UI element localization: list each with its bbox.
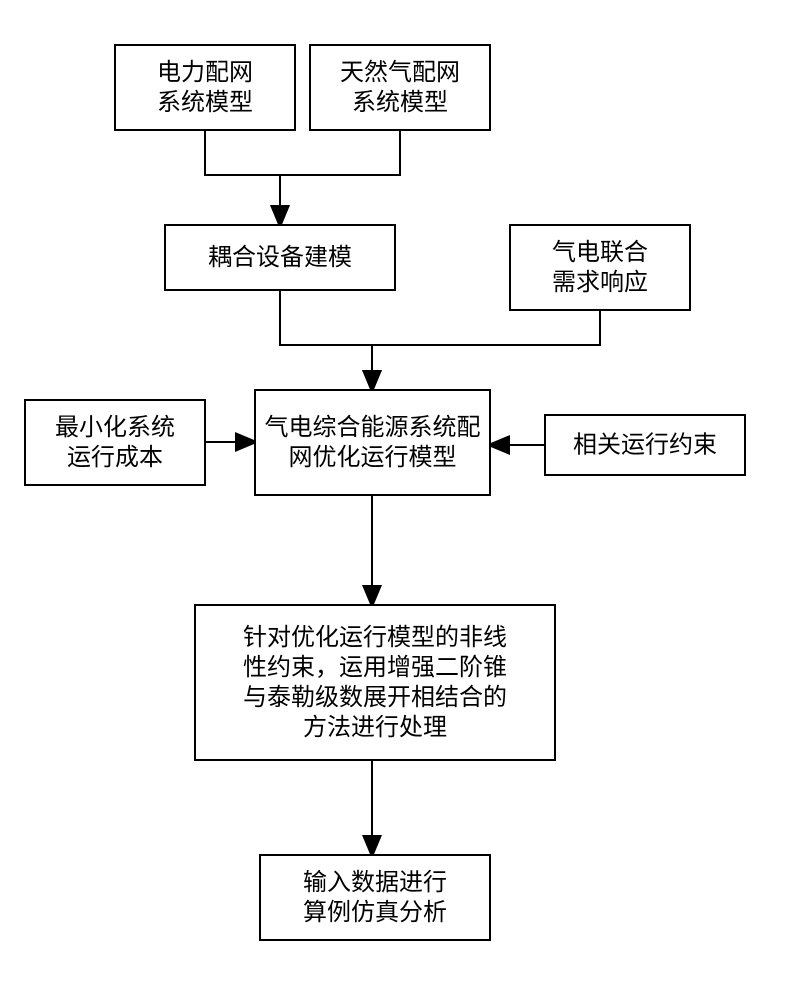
node-n6-line-1: 网优化运行模型 <box>289 444 457 471</box>
node-n3: 耦合设备建模 <box>165 225 395 290</box>
node-n9-line-0: 输入数据进行 <box>303 869 447 896</box>
flowchart-canvas: 电力配网系统模型天然气配网系统模型耦合设备建模气电联合需求响应最小化系统运行成本… <box>0 0 796 1000</box>
node-n7-line-0: 相关运行约束 <box>573 432 717 459</box>
node-n1-line-0: 电力配网 <box>157 59 253 86</box>
node-n4-line-0: 气电联合 <box>552 239 648 266</box>
edge-n4-n6 <box>372 310 600 390</box>
edge-n2-n3 <box>280 130 400 225</box>
node-n3-line-0: 耦合设备建模 <box>208 244 352 271</box>
node-n8-line-0: 针对优化运行模型的非线 <box>243 624 507 651</box>
node-n7: 相关运行约束 <box>545 415 745 475</box>
node-n8-line-3: 方法进行处理 <box>303 714 447 741</box>
node-n5-line-0: 最小化系统 <box>55 414 175 441</box>
node-n6: 气电综合能源系统配网优化运行模型 <box>255 390 490 495</box>
node-n1: 电力配网系统模型 <box>115 45 295 130</box>
edge-n1-n3 <box>205 130 280 225</box>
node-n4-line-1: 需求响应 <box>552 269 648 296</box>
node-n5-line-1: 运行成本 <box>67 444 163 471</box>
edge-n3-n6 <box>280 290 372 390</box>
node-n6-line-0: 气电综合能源系统配 <box>265 414 481 441</box>
node-n8-line-1: 性约束，运用增强二阶锥 <box>243 654 507 681</box>
node-n2: 天然气配网系统模型 <box>310 45 490 130</box>
node-n8-line-2: 与泰勒级数展开相结合的 <box>243 684 507 711</box>
node-n2-line-1: 系统模型 <box>352 89 448 116</box>
node-n2-line-0: 天然气配网 <box>340 59 460 86</box>
node-n1-line-1: 系统模型 <box>157 89 253 116</box>
node-n9: 输入数据进行算例仿真分析 <box>260 855 490 940</box>
node-n8: 针对优化运行模型的非线性约束，运用增强二阶锥与泰勒级数展开相结合的方法进行处理 <box>195 605 555 760</box>
node-n4: 气电联合需求响应 <box>510 225 690 310</box>
node-n5: 最小化系统运行成本 <box>25 400 205 485</box>
node-n9-line-1: 算例仿真分析 <box>303 899 447 926</box>
